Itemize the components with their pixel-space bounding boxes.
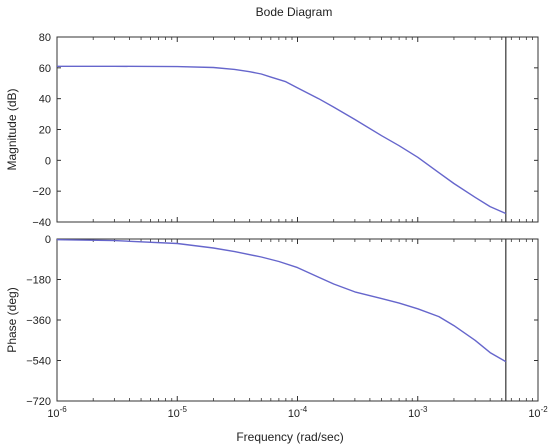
- x-tick-label: 10-4: [288, 405, 308, 420]
- y-tick-label: 20: [39, 125, 51, 137]
- plot-frame: [56, 36, 539, 223]
- y-tick-label: −40: [32, 217, 51, 229]
- y-tick-label: −360: [26, 315, 51, 327]
- y-axis-label: Magnitude (dB): [5, 88, 19, 170]
- y-axis-label: Phase (deg): [5, 287, 19, 352]
- panel-1: 0 −180 −360 −540 −720 Phase (deg): [5, 234, 539, 408]
- x-tick-label: 10-6: [47, 405, 67, 420]
- y-tick-label: 0: [45, 155, 51, 167]
- panel-0: 80 60 40 20 0 −20 −40 Magnitude (dB): [5, 32, 539, 229]
- y-tick-label: −720: [26, 396, 51, 408]
- x-axis-label: Frequency (rad/sec): [236, 430, 343, 444]
- chart-title: Bode Diagram: [256, 5, 333, 19]
- x-tick-label: 10-2: [528, 405, 548, 420]
- x-tick-label: 10-3: [408, 405, 428, 420]
- y-tick-label: −20: [32, 186, 51, 198]
- y-tick-label: 0: [45, 234, 51, 246]
- phase-curve: [56, 239, 507, 363]
- y-tick-label: 40: [39, 94, 51, 106]
- y-tick-label: 60: [39, 63, 51, 75]
- x-tick-label: 10-5: [168, 405, 188, 420]
- y-tick-label: −540: [26, 356, 51, 368]
- plot-frame: [56, 238, 539, 402]
- y-tick-label: −180: [26, 275, 51, 287]
- magnitude-curve: [57, 65, 507, 215]
- y-tick-label: 80: [39, 32, 51, 44]
